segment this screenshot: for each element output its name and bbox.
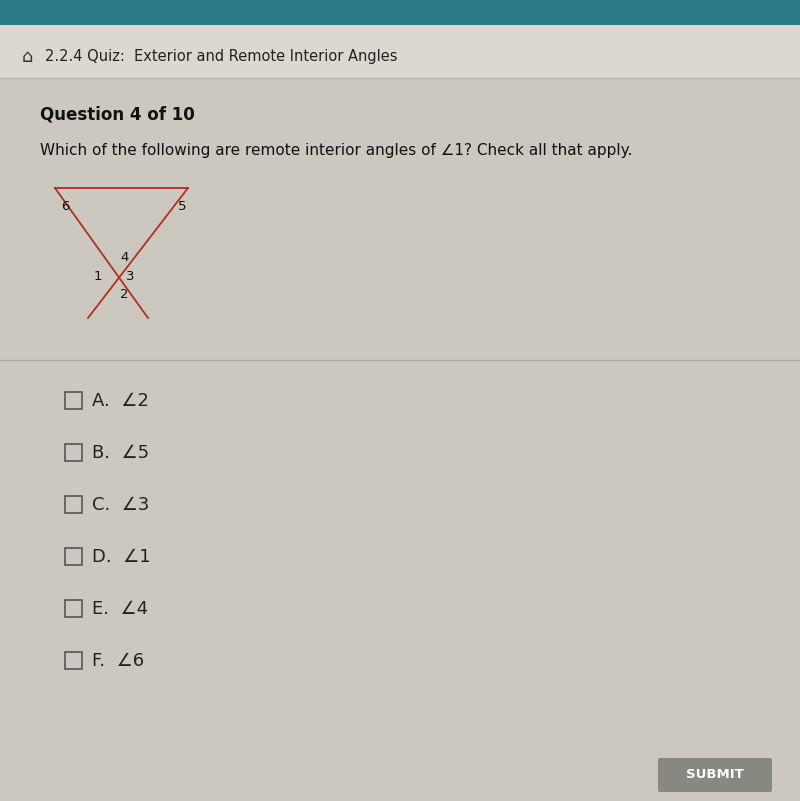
Text: D.  ∠1: D. ∠1 (92, 548, 150, 566)
Text: Which of the following are remote interior angles of ∠1? Check all that apply.: Which of the following are remote interi… (40, 143, 632, 158)
Text: SUBMIT: SUBMIT (686, 768, 744, 782)
Text: 5: 5 (178, 200, 186, 213)
Text: C.  ∠3: C. ∠3 (92, 496, 150, 514)
Bar (0, 25, 800, 78)
Text: 4: 4 (120, 251, 128, 264)
Text: 3: 3 (126, 271, 134, 284)
Bar (65, 496, 82, 513)
Bar (0, 0, 800, 25)
Text: F.  ∠6: F. ∠6 (92, 652, 144, 670)
Text: 2.2.4 Quiz:  Exterior and Remote Interior Angles: 2.2.4 Quiz: Exterior and Remote Interior… (45, 50, 398, 65)
Bar (65, 392, 82, 409)
Bar (65, 651, 82, 669)
Text: E.  ∠4: E. ∠4 (92, 600, 148, 618)
FancyBboxPatch shape (658, 758, 772, 792)
Text: 2: 2 (120, 288, 129, 301)
Text: 6: 6 (61, 200, 70, 213)
Text: 1: 1 (94, 271, 102, 284)
Text: A.  ∠2: A. ∠2 (92, 392, 149, 410)
Bar (65, 444, 82, 461)
Bar (65, 599, 82, 617)
Text: ⌂: ⌂ (22, 48, 34, 66)
Bar (65, 548, 82, 565)
Text: Question 4 of 10: Question 4 of 10 (40, 106, 194, 124)
Text: B.  ∠5: B. ∠5 (92, 444, 149, 462)
